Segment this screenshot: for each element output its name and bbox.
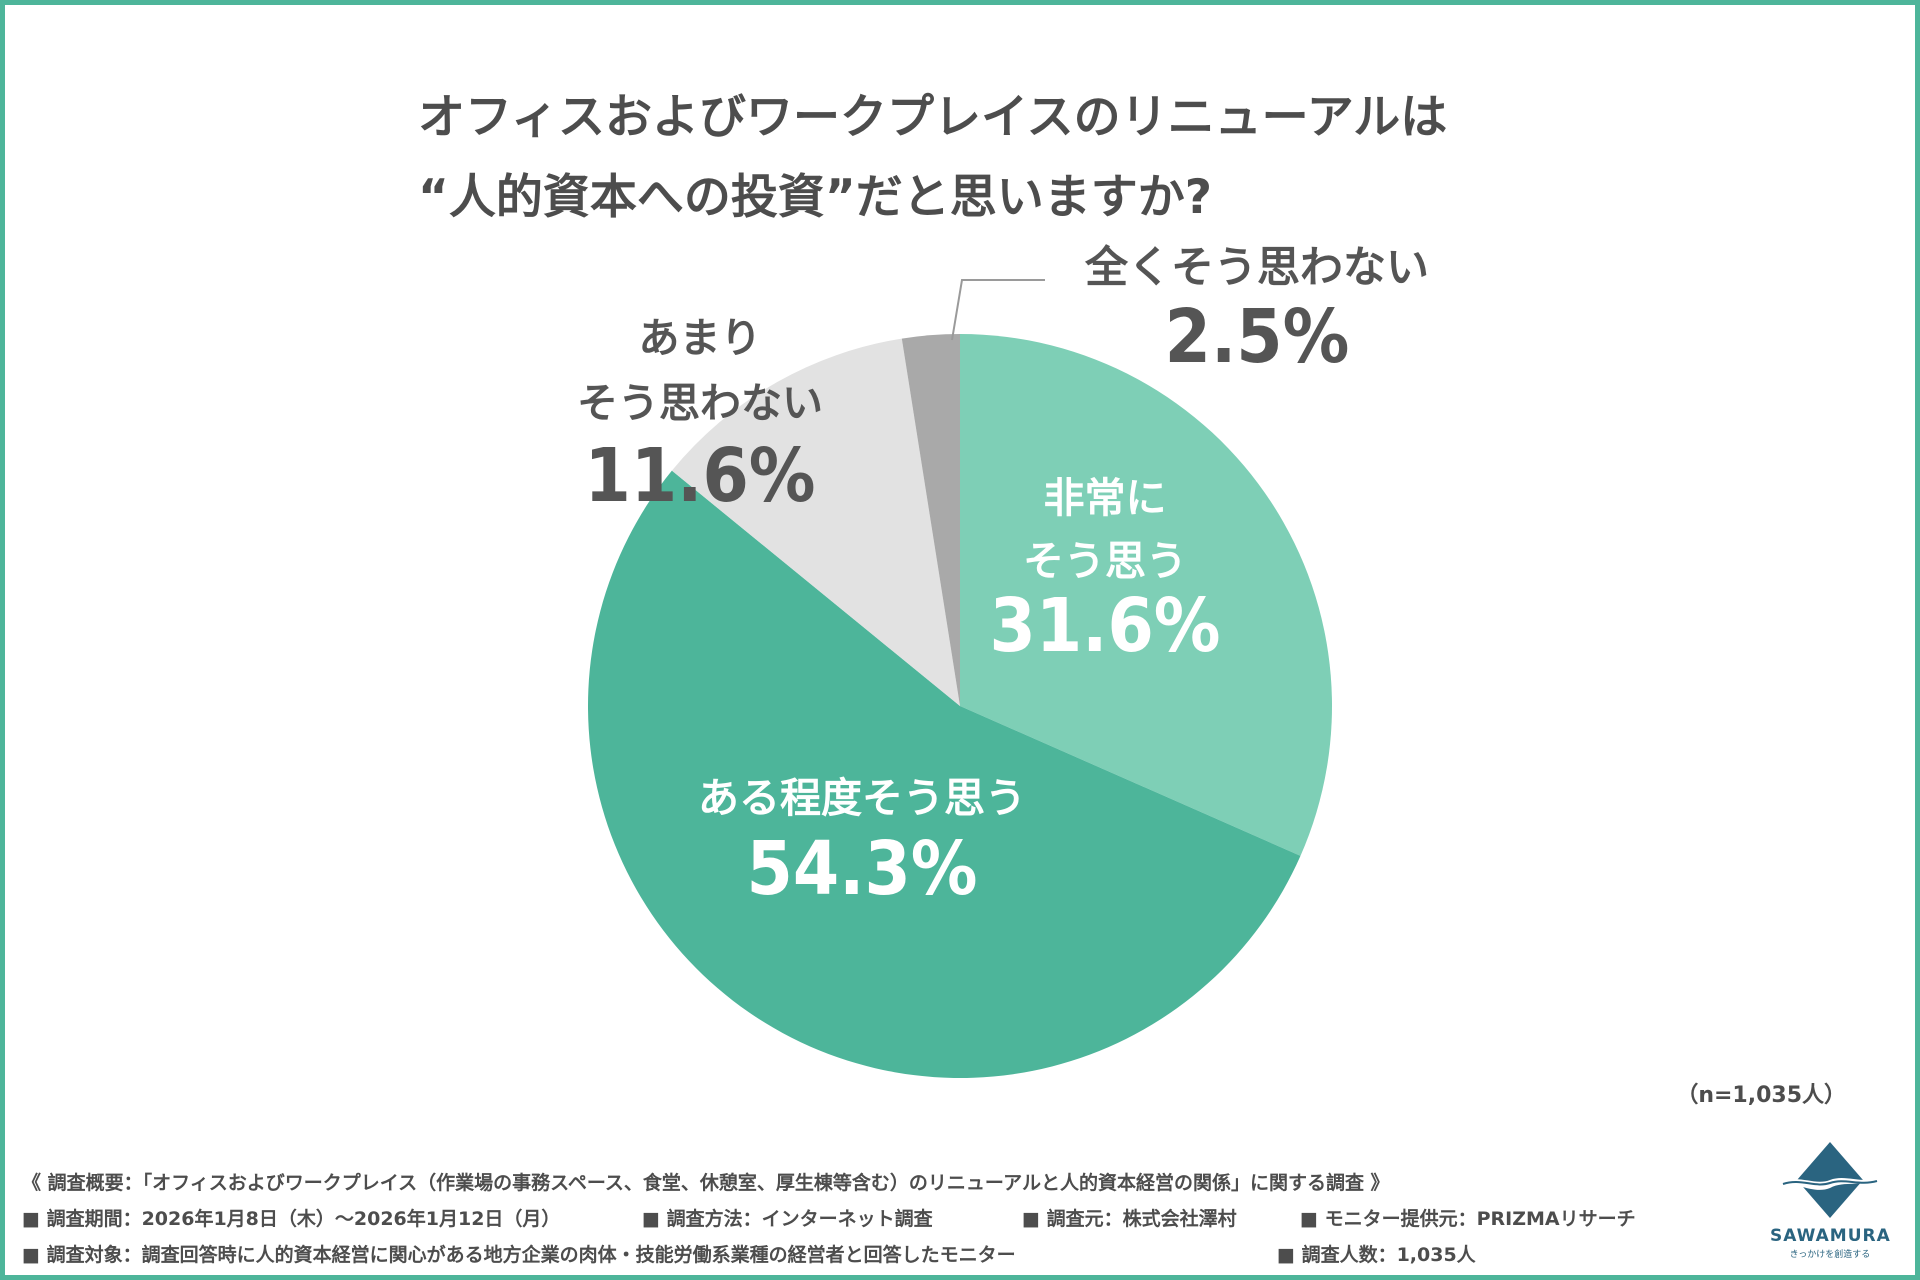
survey-row-3: ■ 調査対象：調査回答時に人的資本経営に関心がある地方企業の肉体・技能労働系業種…	[22, 1237, 1636, 1273]
chart-title: オフィスおよびワークプレイスのリニューアルは “人的資本への投資”だと思いますか…	[418, 78, 1447, 238]
slice-label-not-much-1: あまり	[639, 314, 762, 362]
slice-value-very: 31.6%	[990, 583, 1221, 669]
sample-size: （n=1,035人）	[1676, 1083, 1846, 1108]
pie-slice-not-at-all	[901, 334, 960, 706]
pie-slice-not-much	[671, 338, 960, 706]
survey-organizer: ■ 調査元：株式会社澤村	[1022, 1208, 1237, 1230]
sawamura-logo: SAWAMURA きっかけを創造する	[1770, 1138, 1890, 1268]
survey-period: ■ 調査期間：2026年1月8日（木）～2026年1月12日（月）	[22, 1208, 561, 1230]
pie-slice-very	[960, 334, 1332, 856]
leader-line-not-at-all	[951, 279, 1045, 341]
logo-mark-icon	[1779, 1142, 1881, 1218]
slice-label-not-much-2: そう思わない	[577, 379, 823, 427]
survey-target: ■ 調査対象：調査回答時に人的資本経営に関心がある地方企業の肉体・技能労働系業種…	[22, 1244, 1016, 1266]
survey-method: ■ 調査方法：インターネット調査	[642, 1208, 933, 1230]
title-line-2: “人的資本への投資”だと思いますか?	[418, 170, 1213, 225]
slice-label-not-at-all-1: 全くそう思わない	[1084, 243, 1429, 293]
logo-tagline: きっかけを創造する	[1789, 1250, 1871, 1260]
survey-count: ■ 調査人数：1,035人	[1277, 1244, 1476, 1266]
slice-label-very-1: 非常に	[1044, 474, 1167, 522]
slice-value-not-at-all: 2.5%	[1165, 294, 1350, 380]
slice-value-not-much: 11.6%	[585, 433, 816, 519]
survey-panel: ■ モニター提供元：PRIZMAリサーチ	[1300, 1208, 1636, 1230]
survey-overview: 《 調査概要：「オフィスおよびワークプレイス（作業場の事務スペース、食堂、休憩室…	[22, 1165, 1636, 1273]
logo-name: SAWAMURA	[1770, 1226, 1891, 1246]
pie-slice-somewhat	[588, 470, 1301, 1079]
slice-label-somewhat-1: ある程度そう思う	[698, 774, 1026, 822]
title-line-1: オフィスおよびワークプレイスのリニューアルは	[418, 90, 1448, 145]
slice-label-very-2: そう思う	[1023, 537, 1187, 585]
survey-summary: 《 調査概要：「オフィスおよびワークプレイス（作業場の事務スペース、食堂、休憩室…	[22, 1172, 1390, 1194]
slice-value-somewhat: 54.3%	[747, 826, 978, 912]
survey-row-2: ■ 調査期間：2026年1月8日（木）～2026年1月12日（月） ■ 調査方法：…	[22, 1201, 1636, 1237]
